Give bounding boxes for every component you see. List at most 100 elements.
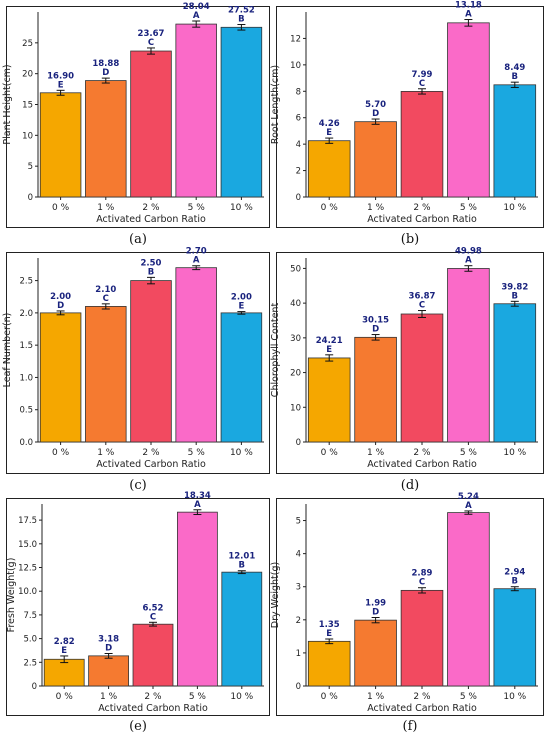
y-axis-title-b: Root Length(cm)	[270, 65, 281, 144]
x-axis-title-a: Activated Carbon Ratio	[96, 214, 206, 225]
bar-f-2	[400, 589, 444, 687]
bar-e-0	[43, 658, 85, 687]
value-label-a-4: 27.52	[228, 6, 255, 16]
bar-f-3	[447, 512, 490, 687]
sig-letter-c-1: C	[103, 294, 109, 304]
panel-label-a: (a)	[129, 232, 147, 247]
bar-b-3	[447, 22, 490, 198]
sig-letter-b-1: D	[372, 109, 379, 119]
sig-letter-c-2: B	[148, 267, 154, 277]
x-tick-label-c-3: 5 %	[188, 448, 206, 458]
x-tick-label-a-0: 0 %	[52, 203, 70, 213]
sig-letter-d-2: C	[419, 301, 425, 311]
bar-e-1	[88, 655, 129, 687]
x-tick-label-a-2: 2 %	[142, 203, 160, 213]
panel-label-b: (b)	[400, 232, 420, 247]
panel-label-e: (e)	[129, 719, 147, 734]
y-tick-label-b-3: 6	[296, 114, 301, 124]
sig-letter-d-1: D	[372, 325, 379, 335]
y-tick-label-e-3: 7.5	[23, 611, 37, 621]
value-label-a-1: 18.88	[92, 59, 119, 69]
bar-c-2	[130, 280, 172, 443]
y-tick-label-e-1: 2.5	[23, 658, 37, 668]
value-label-a-0: 16.90	[47, 71, 74, 81]
sig-letter-b-2: C	[419, 79, 425, 89]
x-axis-title-d: Activated Carbon Ratio	[367, 459, 477, 470]
y-axis-title-f: Dry Weight(g)	[270, 562, 281, 628]
y-tick-label-e-4: 10.0	[18, 587, 37, 597]
bar-a-4	[220, 26, 263, 198]
y-tick-label-e-2: 5.0	[23, 635, 37, 645]
y-tick-label-f-3: 3	[296, 583, 301, 593]
sig-letter-e-3: A	[194, 500, 201, 510]
x-axis-title-e: Activated Carbon Ratio	[98, 703, 208, 714]
sig-letter-f-0: E	[326, 629, 332, 639]
x-tick-label-b-3: 5 %	[460, 203, 478, 213]
value-label-f-0: 1.35	[319, 620, 340, 630]
bar-f-4	[493, 588, 537, 687]
y-tick-label-f-2: 2	[296, 616, 301, 626]
bar-f-0	[307, 640, 351, 687]
y-tick-label-e-7: 17.5	[18, 516, 37, 526]
bar-c-1	[85, 306, 127, 443]
value-label-e-3: 18.34	[184, 491, 211, 501]
bar-a-2	[130, 50, 172, 198]
value-label-e-1: 3.18	[98, 634, 119, 644]
x-tick-label-b-0: 0 %	[321, 203, 339, 213]
y-tick-label-f-1: 1	[296, 649, 301, 659]
bar-d-1	[354, 336, 397, 443]
value-label-d-0: 24.21	[316, 336, 343, 346]
y-tick-label-c-1: 0.5	[19, 406, 33, 416]
y-tick-label-f-5: 5	[296, 517, 301, 527]
value-label-f-4: 2.94	[504, 568, 525, 578]
sig-letter-e-4: B	[239, 561, 245, 571]
sig-letter-c-4: E	[238, 302, 244, 312]
x-tick-label-f-3: 5 %	[460, 692, 478, 702]
panel-label-c: (c)	[129, 478, 147, 493]
y-tick-label-d-0: 0	[296, 438, 301, 448]
x-tick-label-d-2: 2 %	[413, 448, 431, 458]
x-axis-title-c: Activated Carbon Ratio	[96, 459, 206, 470]
x-tick-label-a-4: 10 %	[230, 203, 253, 213]
y-tick-label-b-2: 4	[296, 140, 301, 150]
value-label-f-1: 1.99	[365, 599, 386, 609]
y-tick-label-c-5: 2.5	[19, 277, 33, 287]
y-tick-label-c-0: 0.0	[19, 438, 33, 448]
value-label-e-4: 12.01	[228, 552, 255, 562]
sig-letter-f-3: A	[465, 501, 472, 511]
bar-b-4	[493, 84, 537, 198]
y-axis-title-d: Chlorophyll Content	[270, 303, 281, 398]
x-tick-label-d-0: 0 %	[321, 448, 339, 458]
sig-letter-d-4: B	[512, 291, 518, 301]
sig-letter-a-0: E	[58, 80, 64, 90]
x-tick-label-e-3: 5 %	[189, 692, 207, 702]
bar-e-3	[177, 511, 218, 687]
sig-letter-a-3: A	[193, 11, 200, 21]
y-tick-label-b-1: 2	[296, 167, 301, 177]
sig-letter-c-3: A	[193, 256, 200, 266]
x-tick-label-b-2: 2 %	[413, 203, 431, 213]
y-tick-label-a-3: 15	[22, 101, 33, 111]
bar-e-2	[132, 623, 174, 687]
y-tick-label-c-2: 1.0	[19, 373, 33, 383]
bar-a-1	[85, 80, 127, 198]
bar-c-4	[220, 312, 263, 443]
x-tick-label-f-1: 1 %	[367, 692, 385, 702]
value-label-a-2: 23.67	[138, 29, 165, 39]
bar-f-1	[354, 619, 397, 687]
x-tick-label-e-4: 10 %	[230, 692, 253, 702]
x-tick-label-c-0: 0 %	[52, 448, 70, 458]
sig-letter-e-2: C	[150, 612, 156, 622]
bar-b-0	[307, 140, 351, 198]
value-label-d-2: 36.87	[409, 292, 436, 302]
sig-letter-a-1: D	[102, 68, 109, 78]
sig-letter-e-0: E	[61, 646, 67, 656]
x-tick-label-e-2: 2 %	[144, 692, 162, 702]
x-tick-label-d-1: 1 %	[367, 448, 385, 458]
x-tick-label-e-0: 0 %	[56, 692, 74, 702]
sig-letter-a-2: C	[148, 38, 154, 48]
